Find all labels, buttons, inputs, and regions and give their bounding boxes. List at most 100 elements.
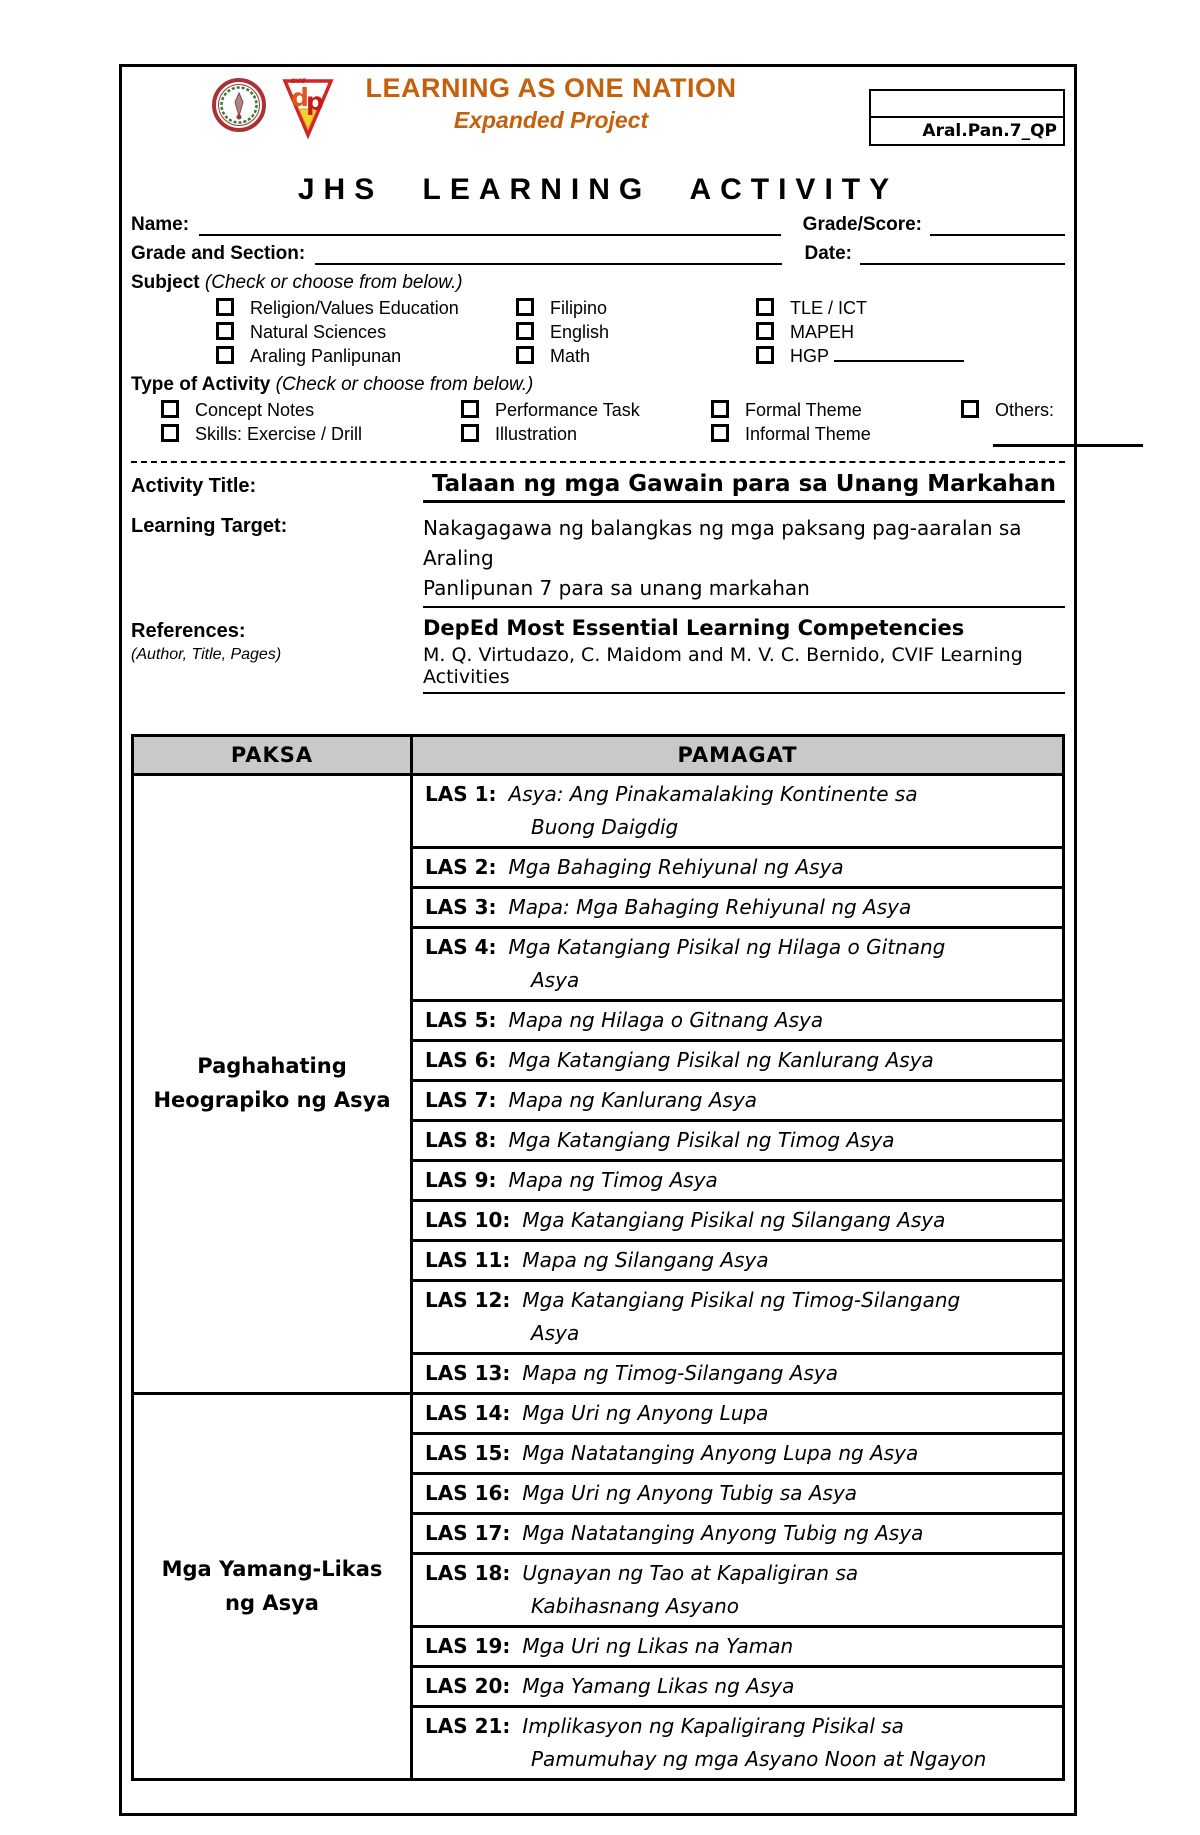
las-line: LAS 10: Mga Katangiang Pisikal ng Silanga… — [425, 1204, 1054, 1237]
checkbox-filipino[interactable] — [516, 298, 534, 316]
las-line: LAS 2: Mga Bahaging Rehiyunal ng Asya — [425, 851, 1054, 884]
las-line: LAS 16: Mga Uri ng Anyong Tubig sa Asya — [425, 1477, 1054, 1510]
checkbox-others[interactable] — [961, 400, 979, 418]
table-row: LAS 16: Mga Uri ng Anyong Tubig sa Asya — [133, 1472, 1065, 1515]
las-number: LAS 1: — [425, 782, 497, 806]
las-entry: LAS 20: Mga Yamang Likas ng Asya — [410, 1665, 1065, 1708]
las-entry: LAS 10: Mga Katangiang Pisikal ng Silanga… — [410, 1199, 1065, 1242]
las-number: LAS 2: — [425, 855, 497, 879]
checkbox-math[interactable] — [516, 346, 534, 364]
option-label: Math — [550, 346, 591, 366]
las-number: LAS 16: — [425, 1481, 511, 1505]
las-line: LAS 9: Mapa ng Timog Asya — [425, 1164, 1054, 1197]
las-title: Mapa ng Hilaga o Gitnang Asya — [508, 1008, 824, 1032]
activity-title-label: Activity Title: — [131, 475, 257, 497]
las-entry: LAS 17: Mga Natatanging Anyong Tubig ng A… — [410, 1512, 1065, 1555]
checkbox-skills-exercise-drill[interactable] — [161, 424, 179, 442]
table-row: LAS 9: Mapa ng Timog Asya — [133, 1159, 1065, 1202]
las-number: LAS 11: — [425, 1248, 511, 1272]
checkbox-performance-task[interactable] — [461, 400, 479, 418]
others-blank-line[interactable] — [993, 424, 1143, 447]
las-entry: LAS 4: Mga Katangiang Pisikal ng Hilaga o… — [410, 926, 1065, 1002]
learning-target-line2: Panlipunan 7 para sa unang markahan — [423, 573, 1065, 608]
las-number: LAS 17: — [425, 1521, 511, 1545]
las-number: LAS 7: — [425, 1088, 497, 1112]
las-entry: LAS 19: Mga Uri ng Likas na Yaman — [410, 1625, 1065, 1668]
grade-score-label: Grade/Score: — [802, 214, 922, 235]
table-row: LAS 7: Mapa ng Kanlurang Asya — [133, 1079, 1065, 1122]
references-label-block: References: (Author, Title, Pages) — [131, 612, 423, 694]
table-row: LAS 17: Mga Natatanging Anyong Tubig ng A… — [133, 1512, 1065, 1555]
table-row: LAS 12: Mga Katangiang Pisikal ng Timog-S… — [133, 1279, 1065, 1355]
subject-hint: (Check or choose from below.) — [204, 272, 463, 293]
table-row: LAS 4: Mga Katangiang Pisikal ng Hilaga o… — [133, 926, 1065, 1002]
las-line: LAS 3: Mapa: Mga Bahaging Rehiyunal ng As… — [425, 891, 1054, 924]
hgp-blank-line[interactable] — [833, 346, 964, 362]
option-label: English — [550, 322, 610, 342]
code-box-empty-row — [871, 91, 1063, 118]
option-label: TLE / ICT — [790, 298, 868, 318]
las-line: LAS 18: Ugnayan ng Tao at Kapaligiran sa — [425, 1557, 1054, 1590]
option-label: Illustration — [495, 424, 578, 444]
las-number: LAS 14: — [425, 1401, 511, 1425]
option-label: Skills: Exercise / Drill — [195, 424, 363, 444]
las-title: Asya: Ang Pinakamalaking Kontinente sa — [508, 782, 918, 806]
checkbox-religion-values-education[interactable] — [216, 298, 234, 316]
checkbox-illustration[interactable] — [461, 424, 479, 442]
las-title: Mga Katangiang Pisikal ng Silangang Asya — [522, 1208, 946, 1232]
code-box: Aral.Pan.7_QP — [869, 89, 1065, 146]
checkbox-araling-panlipunan[interactable] — [216, 346, 234, 364]
form-frame: d p CVIF LEARNING AS ONE NATION Expanded… — [119, 64, 1143, 1816]
las-title: Mga Katangiang Pisikal ng Timog-Silangan… — [522, 1288, 961, 1312]
table-row: LAS 13: Mapa ng Timog-Silangang Asya — [133, 1352, 1065, 1395]
option-label: Informal Theme — [745, 424, 871, 444]
las-title: Mga Natatanging Anyong Tubig ng Asya — [522, 1521, 924, 1545]
grade-section-blank-line[interactable] — [315, 241, 783, 265]
checkbox-hgp[interactable] — [756, 346, 774, 364]
las-title: Mga Yamang Likas ng Asya — [522, 1674, 795, 1698]
las-title: Mga Natatanging Anyong Lupa ng Asya — [522, 1441, 919, 1465]
las-title: Mapa ng Timog-Silangang Asya — [522, 1361, 838, 1385]
las-title-continuation: Asya — [531, 1321, 580, 1345]
las-title: Mapa ng Kanlurang Asya — [508, 1088, 758, 1112]
las-line: LAS 14: Mga Uri ng Anyong Lupa — [425, 1397, 1054, 1430]
subject-section-label: Subject (Check or choose from below.) — [131, 272, 1065, 294]
activity-title-value: Talaan ng mga Gawain para sa Unang Marka… — [423, 467, 1065, 503]
las-entry: LAS 14: Mga Uri ng Anyong Lupa — [410, 1392, 1065, 1435]
table-row: LAS 5: Mapa ng Hilaga o Gitnang Asya — [133, 999, 1065, 1042]
las-entry: LAS 9: Mapa ng Timog Asya — [410, 1159, 1065, 1202]
checkbox-mapeh[interactable] — [756, 322, 774, 340]
table-row: LAS 3: Mapa: Mga Bahaging Rehiyunal ng As… — [133, 886, 1065, 929]
checkbox-informal-theme[interactable] — [711, 424, 729, 442]
learning-target-label: Learning Target: — [131, 515, 288, 537]
learning-target-line1: Nakagagawa ng balangkas ng mga paksang p… — [423, 516, 1022, 570]
grade-score-blank-line[interactable] — [930, 212, 1065, 236]
name-blank-line[interactable] — [199, 212, 781, 236]
date-blank-line[interactable] — [860, 241, 1065, 265]
subject-label: Subject — [131, 272, 200, 293]
las-number: LAS 13: — [425, 1361, 511, 1385]
pamagat-header: PAMAGAT — [410, 734, 1065, 776]
activity-type-options: Concept Notes Performance Task Formal Th… — [161, 400, 1143, 452]
las-entry: LAS 13: Mapa ng Timog-Silangang Asya — [410, 1352, 1065, 1395]
checkbox-english[interactable] — [516, 322, 534, 340]
las-entry: LAS 15: Mga Natatanging Anyong Lupa ng As… — [410, 1432, 1065, 1475]
learning-target-value: Nakagagawa ng balangkas ng mga paksang p… — [423, 507, 1065, 608]
checkbox-tle-ict[interactable] — [756, 298, 774, 316]
checkbox-natural-sciences[interactable] — [216, 322, 234, 340]
dlp-triangle-logo: d p CVIF — [279, 73, 337, 144]
reference-line1: DepEd Most Essential Learning Competenci… — [423, 616, 965, 640]
reference-line2: M. Q. Virtudazo, C. Maidom and M. V. C. … — [423, 640, 1065, 694]
las-line: LAS 4: Mga Katangiang Pisikal ng Hilaga o… — [425, 931, 1054, 964]
paksa-cell: Mga Yamang-Likas ng Asya — [131, 1392, 413, 1781]
las-number: LAS 12: — [425, 1288, 511, 1312]
checkbox-formal-theme[interactable] — [711, 400, 729, 418]
table-row: LAS 8: Mga Katangiang Pisikal ng Timog As… — [133, 1119, 1065, 1162]
las-title-continuation: Pamumuhay ng mga Asyano Noon at Ngayon — [531, 1747, 987, 1771]
grade-section-label: Grade and Section: — [131, 243, 306, 264]
las-title-continuation: Asya — [531, 968, 580, 992]
school-seal-logo — [211, 77, 267, 138]
las-number: LAS 21: — [425, 1714, 511, 1738]
checkbox-concept-notes[interactable] — [161, 400, 179, 418]
